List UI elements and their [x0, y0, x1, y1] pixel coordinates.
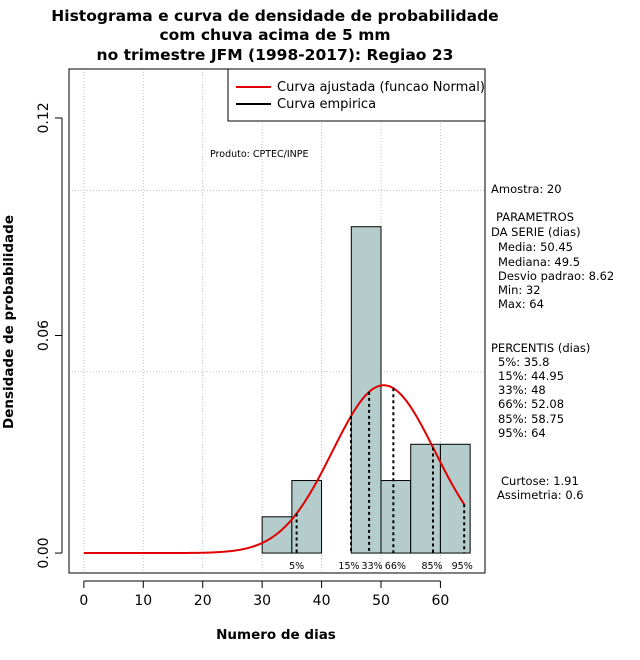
x-tick-label-10: 10 [134, 593, 152, 609]
stat-p15: 15%: 44.95 [498, 369, 564, 383]
legend: Curva ajustada (funcao Normal) Curva emp… [227, 68, 486, 122]
y-tick-label-1: 0.06 [36, 320, 52, 351]
chart-title-line-3: no trimestre JFM (1998-2017): Regiao 23 [97, 46, 454, 64]
x-tick-label-0: 0 [79, 593, 88, 609]
histogram-bar-3 [350, 226, 382, 554]
x-tick-label-40: 40 [313, 593, 331, 609]
y-tick-label-0: 0.00 [36, 537, 52, 568]
histogram-bar-1 [291, 480, 323, 554]
statistics-panel: Amostra: 20 PARAMETROS DA SERIE (dias) M… [491, 182, 614, 502]
x-tick-label-20: 20 [194, 593, 212, 609]
chart-title-line-1: Histograma e curva de densidade de proba… [51, 7, 498, 25]
percentile-label-0: 5% [289, 561, 304, 572]
x-tick-label-30: 30 [253, 593, 271, 609]
percentile-label-4: 85% [421, 561, 442, 572]
stat-p33: 33%: 48 [498, 383, 546, 397]
percentile-label-1: 15% [338, 561, 359, 572]
legend-label-empirical-curve: Curva empirica [277, 97, 376, 112]
percentile-lines [295, 388, 466, 554]
stat-median: Mediana: 49.5 [498, 255, 580, 269]
params-title-2: DA SERIE (dias) [491, 225, 581, 239]
stat-kurtosis: Curtose: 1.91 [501, 474, 579, 488]
stat-skewness: Assimetria: 0.6 [497, 488, 584, 502]
y-axis-label: Densidade de probabilidade [1, 215, 17, 429]
histogram-bars [261, 226, 471, 554]
histogram-bar-4 [380, 480, 412, 554]
y-axis: 0.00 0.06 0.12 [36, 102, 63, 569]
chart-title-line-2: com chuva acima de 5 mm [159, 26, 390, 44]
stat-p85: 85%: 58.75 [498, 412, 564, 426]
percentiles-title: PERCENTIS (dias) [491, 341, 590, 355]
x-axis-label: Numero de dias [216, 627, 336, 643]
y-tick-label-2: 0.12 [36, 102, 52, 133]
normal-curve [83, 384, 466, 555]
stat-mean: Media: 50.45 [498, 240, 573, 254]
stat-p95: 95%: 64 [498, 426, 546, 440]
x-tick-label-60: 60 [432, 593, 450, 609]
normal-curve-line [83, 384, 466, 555]
sample-size: Amostra: 20 [491, 182, 562, 196]
percentile-label-5: 95% [452, 561, 473, 572]
x-tick-label-50: 50 [372, 593, 390, 609]
legend-box [227, 68, 486, 122]
stat-p66: 66%: 52.08 [498, 397, 564, 411]
stat-max: Max: 64 [498, 297, 544, 311]
x-axis: 0 10 20 30 40 50 60 [79, 580, 450, 609]
histogram-bar-5 [410, 443, 441, 554]
stat-std: Desvio padrao: 8.62 [498, 269, 614, 283]
percentile-label-2: 33% [362, 561, 383, 572]
legend-label-normal-curve: Curva ajustada (funcao Normal) [277, 80, 485, 95]
stat-min: Min: 32 [498, 283, 541, 297]
stat-p5: 5%: 35.8 [498, 355, 549, 369]
percentile-label-3: 66% [385, 561, 406, 572]
percentile-labels: 5% 15% 33% 66% 85% 95% [289, 561, 473, 572]
params-title-1: PARAMETROS [496, 210, 574, 224]
product-annotation: Produto: CPTEC/INPE [210, 149, 309, 160]
histogram-bar-6 [439, 443, 471, 554]
